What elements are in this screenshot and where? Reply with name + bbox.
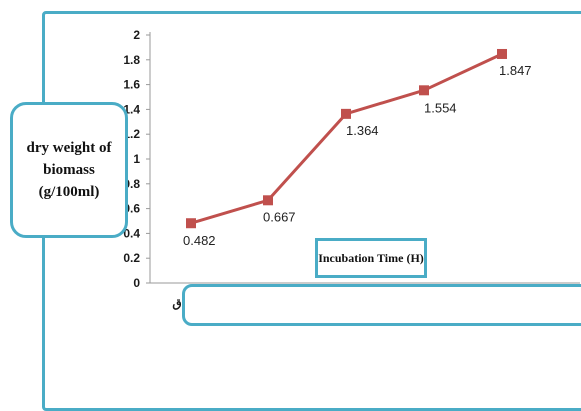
y-tick-label: 0.4 xyxy=(123,226,140,240)
x-stray-label: ق xyxy=(172,296,181,310)
data-point xyxy=(341,108,351,119)
data-point xyxy=(419,85,429,96)
data-label: 0.667 xyxy=(263,209,296,224)
data-label: 1.554 xyxy=(424,100,457,115)
series-line xyxy=(190,52,503,225)
x-axis-ticks-box xyxy=(182,284,581,326)
y-axis-label-line-2: biomass xyxy=(43,162,95,178)
y-tick-label: 1.4 xyxy=(123,102,140,116)
y-axis-label-box: dry weight of biomass (g/100ml) xyxy=(10,102,128,238)
data-point xyxy=(497,48,507,59)
data-label: 0.482 xyxy=(183,233,216,248)
y-tick-label: 1.8 xyxy=(123,53,140,67)
y-tick-label: 0.2 xyxy=(123,251,140,265)
data-label: 1.847 xyxy=(499,63,532,78)
y-tick-label: 1.6 xyxy=(123,78,140,92)
data-point xyxy=(263,195,273,206)
y-axis-label-line-3: (g/100ml) xyxy=(38,184,100,200)
y-tick-label: 2 xyxy=(133,28,140,42)
y-tick-label: 1 xyxy=(133,152,140,166)
x-axis-label-box: Incubation Time (H) xyxy=(315,238,427,278)
data-label: 1.364 xyxy=(346,123,379,138)
y-axis-label-line-1: dry weight of xyxy=(26,140,112,156)
y-tick-label: 0 xyxy=(133,276,140,290)
x-axis-label: Incubation Time (H) xyxy=(318,250,424,265)
data-point xyxy=(186,218,196,229)
